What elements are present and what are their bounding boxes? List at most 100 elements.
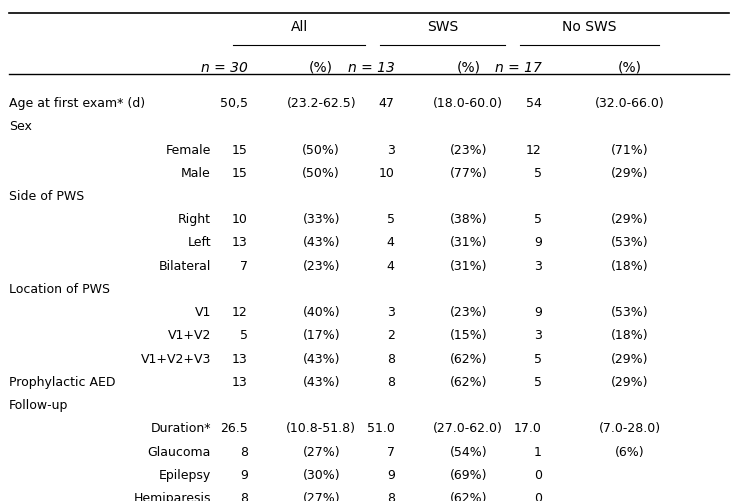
- Text: Right: Right: [178, 213, 211, 226]
- Text: 13: 13: [232, 353, 248, 366]
- Text: 4: 4: [387, 236, 395, 249]
- Text: Side of PWS: Side of PWS: [9, 190, 84, 203]
- Text: SWS: SWS: [427, 20, 458, 34]
- Text: Epilepsy: Epilepsy: [159, 469, 211, 482]
- Text: (62%): (62%): [449, 353, 487, 366]
- Text: (10.8-51.8): (10.8-51.8): [286, 422, 356, 435]
- Text: 1: 1: [534, 445, 542, 458]
- Text: 9: 9: [240, 469, 248, 482]
- Text: 0: 0: [534, 492, 542, 501]
- Text: 12: 12: [526, 143, 542, 156]
- Text: (32.0-66.0): (32.0-66.0): [595, 97, 665, 110]
- Text: Follow-up: Follow-up: [9, 399, 68, 412]
- Text: 5: 5: [534, 213, 542, 226]
- Text: 5: 5: [534, 353, 542, 366]
- Text: 4: 4: [387, 260, 395, 273]
- Text: (43%): (43%): [303, 353, 340, 366]
- Text: 13: 13: [232, 236, 248, 249]
- Text: Prophylactic AED: Prophylactic AED: [9, 376, 115, 389]
- Text: (18%): (18%): [611, 260, 649, 273]
- Text: 3: 3: [534, 329, 542, 342]
- Text: 26.5: 26.5: [220, 422, 248, 435]
- Text: (29%): (29%): [611, 167, 649, 180]
- Text: (%): (%): [309, 61, 334, 75]
- Text: (27%): (27%): [303, 445, 340, 458]
- Text: (27.0-62.0): (27.0-62.0): [433, 422, 503, 435]
- Text: (43%): (43%): [303, 236, 340, 249]
- Text: (17%): (17%): [303, 329, 340, 342]
- Text: (31%): (31%): [449, 260, 487, 273]
- Text: (40%): (40%): [303, 306, 340, 319]
- Text: (23%): (23%): [449, 143, 487, 156]
- Text: (38%): (38%): [449, 213, 487, 226]
- Text: 15: 15: [232, 143, 248, 156]
- Text: 7: 7: [240, 260, 248, 273]
- Text: (29%): (29%): [611, 376, 649, 389]
- Text: (29%): (29%): [611, 353, 649, 366]
- Text: Male: Male: [181, 167, 211, 180]
- Text: No SWS: No SWS: [562, 20, 617, 34]
- Text: (29%): (29%): [611, 213, 649, 226]
- Text: 50,5: 50,5: [220, 97, 248, 110]
- Text: 9: 9: [387, 469, 395, 482]
- Text: All: All: [291, 20, 308, 34]
- Text: 15: 15: [232, 167, 248, 180]
- Text: n = 30: n = 30: [201, 61, 248, 75]
- Text: (50%): (50%): [303, 143, 340, 156]
- Text: 5: 5: [534, 376, 542, 389]
- Text: 10: 10: [379, 167, 395, 180]
- Text: (%): (%): [618, 61, 642, 75]
- Text: Glaucoma: Glaucoma: [148, 445, 211, 458]
- Text: (31%): (31%): [449, 236, 487, 249]
- Text: (62%): (62%): [449, 492, 487, 501]
- Text: Left: Left: [187, 236, 211, 249]
- Text: 8: 8: [387, 492, 395, 501]
- Text: 7: 7: [387, 445, 395, 458]
- Text: (18%): (18%): [611, 329, 649, 342]
- Text: Sex: Sex: [9, 120, 32, 133]
- Text: (30%): (30%): [303, 469, 340, 482]
- Text: 10: 10: [232, 213, 248, 226]
- Text: (77%): (77%): [449, 167, 487, 180]
- Text: Female: Female: [165, 143, 211, 156]
- Text: V1+V2+V3: V1+V2+V3: [140, 353, 211, 366]
- Text: (18.0-60.0): (18.0-60.0): [433, 97, 503, 110]
- Text: 5: 5: [240, 329, 248, 342]
- Text: 0: 0: [534, 469, 542, 482]
- Text: V1: V1: [195, 306, 211, 319]
- Text: 8: 8: [387, 353, 395, 366]
- Text: (69%): (69%): [449, 469, 487, 482]
- Text: 54: 54: [526, 97, 542, 110]
- Text: 8: 8: [387, 376, 395, 389]
- Text: 9: 9: [534, 306, 542, 319]
- Text: 8: 8: [240, 445, 248, 458]
- Text: 13: 13: [232, 376, 248, 389]
- Text: (71%): (71%): [611, 143, 649, 156]
- Text: (33%): (33%): [303, 213, 340, 226]
- Text: 47: 47: [379, 97, 395, 110]
- Text: n = 17: n = 17: [495, 61, 542, 75]
- Text: Hemiparesis: Hemiparesis: [134, 492, 211, 501]
- Text: (7.0-28.0): (7.0-28.0): [599, 422, 661, 435]
- Text: (50%): (50%): [303, 167, 340, 180]
- Text: 51.0: 51.0: [367, 422, 395, 435]
- Text: 3: 3: [387, 143, 395, 156]
- Text: n = 13: n = 13: [348, 61, 395, 75]
- Text: (54%): (54%): [449, 445, 487, 458]
- Text: (27%): (27%): [303, 492, 340, 501]
- Text: 5: 5: [387, 213, 395, 226]
- Text: (23%): (23%): [449, 306, 487, 319]
- Text: (43%): (43%): [303, 376, 340, 389]
- Text: (53%): (53%): [611, 306, 649, 319]
- Text: (53%): (53%): [611, 236, 649, 249]
- Text: 9: 9: [534, 236, 542, 249]
- Text: 3: 3: [534, 260, 542, 273]
- Text: Age at first exam* (d): Age at first exam* (d): [9, 97, 145, 110]
- Text: Location of PWS: Location of PWS: [9, 283, 110, 296]
- Text: V1+V2: V1+V2: [168, 329, 211, 342]
- Text: (%): (%): [456, 61, 480, 75]
- Text: (23.2-62.5): (23.2-62.5): [286, 97, 356, 110]
- Text: 12: 12: [232, 306, 248, 319]
- Text: 2: 2: [387, 329, 395, 342]
- Text: 17.0: 17.0: [514, 422, 542, 435]
